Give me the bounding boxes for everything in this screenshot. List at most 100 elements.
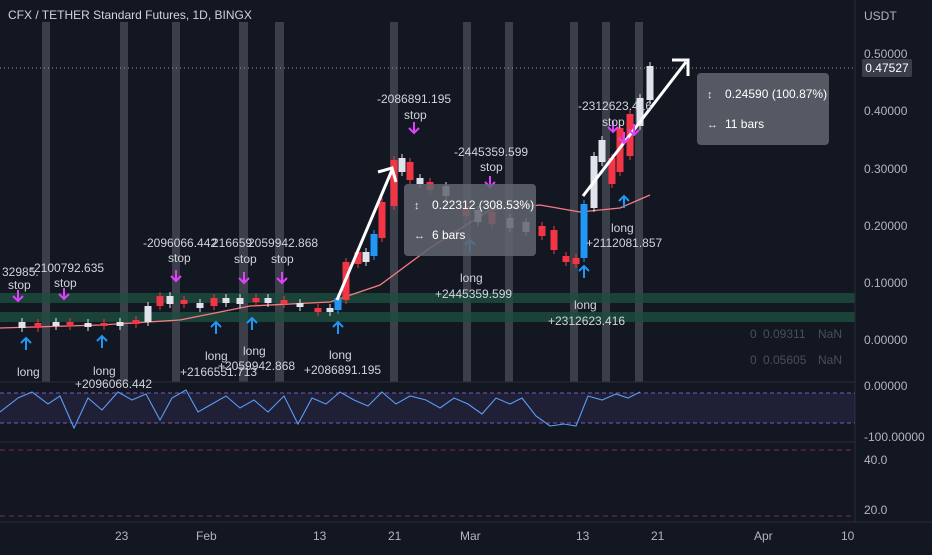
- price-tick-1: 0.40000: [864, 104, 908, 118]
- long-label-3: long: [243, 344, 266, 358]
- stop-marker-4: [276, 272, 288, 285]
- candle-body-15: [236, 298, 244, 304]
- stop-value-3: 216659: [212, 236, 253, 250]
- measure-change-2: 0.24590 (100.87%): [725, 87, 828, 101]
- long-value-2: +2166551.713: [180, 365, 258, 379]
- candle-body-18: [280, 300, 288, 304]
- candle-body-2: [52, 322, 60, 326]
- candle-body-12: [196, 303, 204, 308]
- highlight-band-3: [239, 22, 248, 382]
- candle-body-26: [370, 234, 378, 256]
- stop-marker-8: [618, 132, 630, 145]
- time-tick-2: 13: [313, 529, 327, 543]
- long-value-3: +2059942.868: [218, 359, 296, 373]
- highlight-band-9: [602, 22, 610, 382]
- measure-box-2[interactable]: ↕ 0.24590 (100.87%) ↔ 11 bars: [697, 73, 829, 145]
- candle-body-43: [580, 204, 588, 258]
- zone-band-0: [0, 293, 855, 303]
- measure-box-1[interactable]: ↕ 0.22312 (308.53%) ↔ 6 bars: [404, 184, 536, 256]
- faint-value-b-0: 0.09311: [763, 327, 806, 341]
- stop-value-1: -2100792.635: [30, 261, 105, 275]
- long-label-0: long: [17, 365, 40, 379]
- candle-body-29: [398, 158, 406, 172]
- highlight-band-10: [635, 22, 643, 382]
- time-tick-8: 10: [841, 529, 855, 543]
- long-label-6: long: [574, 298, 597, 312]
- price-tick-5: 0.00000: [864, 333, 908, 347]
- candle-body-19: [296, 303, 304, 307]
- stop-label-5: stop: [404, 108, 427, 122]
- price-tick-4: 0.10000: [864, 276, 908, 290]
- long-label-4: long: [329, 348, 352, 362]
- candle-body-39: [538, 226, 546, 236]
- long-label-5: long: [460, 271, 483, 285]
- stop-label-4: stop: [271, 252, 294, 266]
- time-tick-6: 21: [651, 529, 665, 543]
- long-marker-1: [96, 334, 108, 348]
- stop-value-0: 32985.: [2, 265, 39, 279]
- candle-body-28: [390, 160, 398, 206]
- long-label-1: long: [93, 364, 116, 378]
- time-tick-7: Apr: [754, 529, 773, 543]
- stop-label-3: stop: [234, 252, 257, 266]
- highlight-band-0: [42, 22, 50, 382]
- stop-value-6: -2445359.599: [454, 145, 529, 159]
- candle-body-49: [636, 98, 644, 126]
- horizontal-range-icon: ↔: [414, 230, 425, 242]
- measure-arrow-head-2: [672, 58, 690, 76]
- candle-body-24: [354, 252, 362, 264]
- candle-body-11: [180, 300, 188, 304]
- price-tick-0: 0.50000: [864, 47, 908, 61]
- current-price-badge: 0.47527: [862, 59, 912, 77]
- measure-bars-2: 11 bars: [725, 117, 765, 131]
- vertical-range-icon: ↕: [707, 89, 713, 101]
- long-value-5: +2445359.599: [435, 287, 513, 301]
- chart-title: CFX / TETHER Standard Futures, 1D, BINGX: [8, 8, 252, 22]
- long-value-7: +2112081.857: [586, 236, 663, 250]
- candle-body-1: [34, 323, 42, 328]
- zone-band-1: [0, 312, 855, 322]
- candle-body-6: [116, 322, 124, 326]
- osc-tick-0: 0.00000: [864, 379, 908, 393]
- highlight-band-8: [570, 22, 578, 382]
- stop-marker-9: [628, 124, 640, 137]
- stop-marker-7: [607, 121, 619, 134]
- candle-body-7: [132, 320, 140, 324]
- candle-body-31: [416, 178, 424, 184]
- long-marker-6: [578, 264, 590, 278]
- candle-body-17: [264, 298, 272, 303]
- horizontal-range-icon: ↔: [707, 119, 718, 131]
- stop-marker-2: [170, 270, 182, 283]
- highlight-band-4: [275, 22, 284, 382]
- candle-body-25: [362, 252, 370, 262]
- stop-value-4: 2059942.868: [248, 236, 319, 250]
- stop-marker-0: [12, 290, 24, 303]
- measure-arrow-head-1: [377, 166, 398, 183]
- candle-body-40: [550, 230, 558, 250]
- candle-body-16: [252, 298, 260, 302]
- osc-tick-2: 40.0: [864, 453, 888, 467]
- long-marker-7: [618, 194, 630, 208]
- candle-body-42: [572, 258, 580, 264]
- price-tick-2: 0.30000: [864, 162, 908, 176]
- stop-label-6: stop: [480, 160, 503, 174]
- long-label-2: long: [205, 349, 228, 363]
- highlight-band-2: [172, 22, 180, 382]
- oscillator-band: [0, 393, 855, 423]
- stop-label-1: stop: [54, 276, 77, 290]
- candle-body-22: [334, 298, 342, 310]
- faint-value-a-1: 0: [750, 353, 757, 367]
- candle-body-21: [326, 308, 334, 312]
- candle-body-46: [608, 158, 616, 184]
- candle-body-41: [562, 256, 570, 262]
- candle-body-20: [314, 308, 322, 312]
- measure-arrow-1: [335, 169, 394, 301]
- candle-body-27: [378, 202, 386, 238]
- stop-value-5: -2086891.195: [377, 92, 452, 106]
- measure-bars-1: 6 bars: [432, 228, 466, 242]
- faint-value-b-1: 0.05605: [763, 353, 807, 367]
- candle-body-45: [598, 140, 606, 162]
- highlight-band-1: [120, 22, 128, 382]
- long-marker-2: [210, 320, 222, 334]
- candle-body-8: [144, 306, 152, 322]
